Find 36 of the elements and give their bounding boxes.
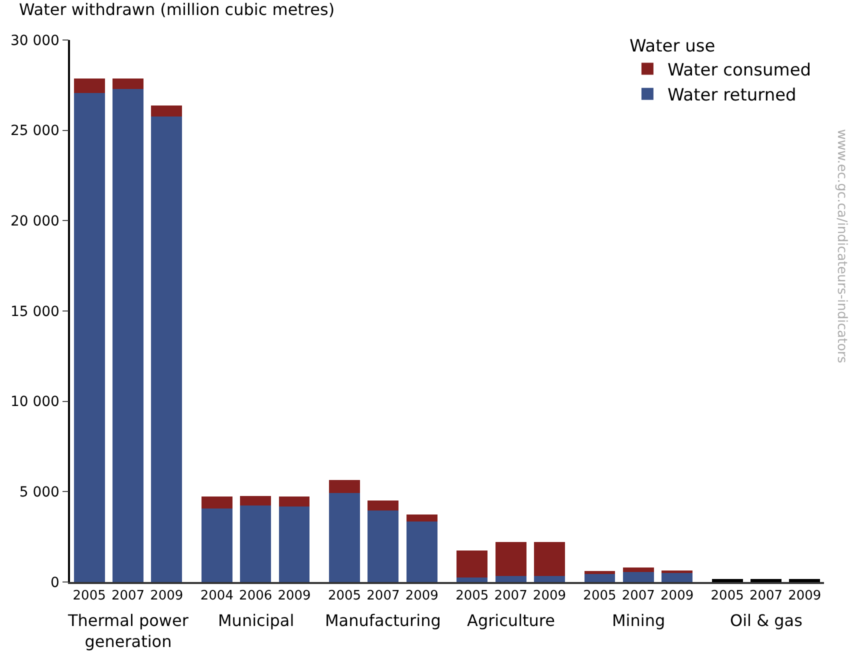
y-tick-label: 15 000 [10,304,60,320]
legend-label: Water returned [667,86,796,106]
x-tick-label: 2007 [494,588,528,604]
text: Municipal [218,611,294,630]
x-tick-label: 2007 [749,588,783,604]
x-tick-label: 2009 [150,588,184,604]
y-tick-label: 30 000 [10,32,60,49]
text: Mining [612,611,666,630]
x-tick-label: 2004 [200,588,234,604]
y-tick-label: 5 000 [19,484,60,501]
x-tick-label: 2005 [583,588,616,604]
text: Manufacturing [325,611,441,630]
x-tick-label: 2009 [278,588,311,604]
x-tick-label: 2009 [532,588,566,604]
legend-label: Water consumed [667,60,812,80]
legend-title: Water use [629,36,716,56]
x-tick-label: 2007 [622,588,655,604]
x-tick-label: 2005 [710,588,744,604]
text: Oil & gas [730,611,802,630]
text: Thermal power generation [67,611,189,651]
y-tick-label: 10 000 [10,394,60,410]
x-tick-label: 2005 [72,588,106,604]
x-tick-label: 2006 [239,588,272,604]
x-tick-label: 2009 [788,588,822,604]
y-tick-label: 25 000 [10,123,60,140]
y-tick-label: 20 000 [10,214,60,230]
x-tick-label: 2005 [456,588,489,604]
text: www.ec.gc.ca/indicateurs-indicators [834,129,849,364]
x-tick-label: 2009 [660,588,694,604]
x-tick-label: 2007 [366,588,400,604]
text: Agriculture [467,611,555,630]
x-tick-label: 2007 [111,588,145,604]
x-tick-label: 2005 [328,588,362,604]
y-tick-label: 0 [50,574,60,591]
x-tick-label: 2009 [405,588,438,604]
y-axis-title: Water withdrawn (million cubic metres) [19,0,335,19]
